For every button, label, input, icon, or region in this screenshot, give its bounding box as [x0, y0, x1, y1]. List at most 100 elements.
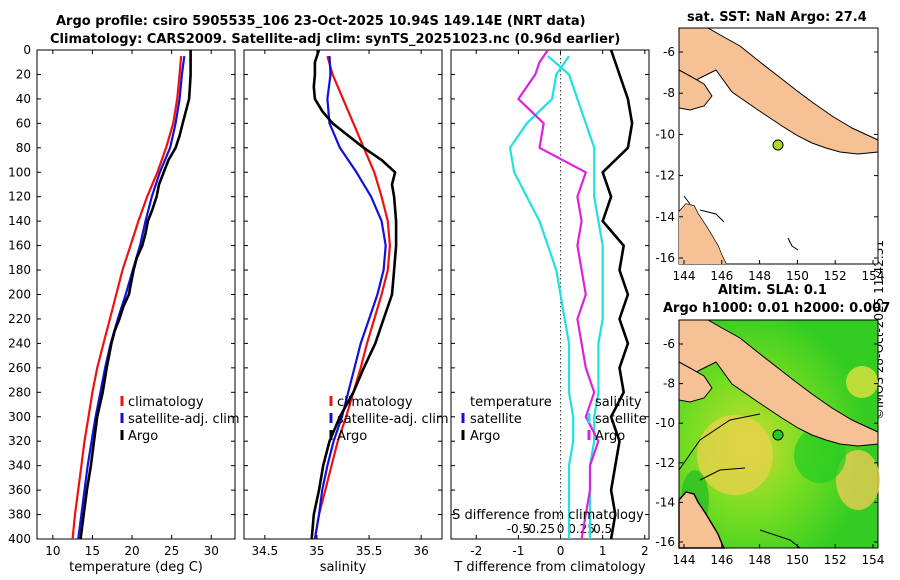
- x-tick-label: 1: [599, 544, 607, 558]
- sst-map-title: sat. SST: NaN Argo: 27.4: [687, 10, 867, 25]
- series-line-t-satellite: [547, 55, 604, 539]
- sla-warm-patch: [697, 415, 773, 495]
- sla-map-subtitle: Argo h1000: 0.01 h2000: 0.007: [663, 301, 891, 316]
- s-tick-label: 0.25: [568, 522, 595, 536]
- depth-tick-label: 280: [8, 385, 31, 399]
- lon-tick-label: 150: [786, 269, 809, 283]
- depth-tick-label: 380: [8, 508, 31, 522]
- x-tick-label: 34.5: [251, 544, 278, 558]
- lat-tick-label: -8: [663, 86, 675, 100]
- legend-label: Argo: [595, 429, 625, 444]
- lon-tick-label: 150: [786, 553, 809, 567]
- x-tick-label: 30: [204, 544, 219, 558]
- lat-tick-label: -10: [655, 416, 675, 430]
- series-line-satellite: [77, 55, 186, 540]
- sla-map: 144 146 148 150 152 154 -6 -8 -10 -12 -14 -16: [655, 319, 885, 567]
- sdiff-label: S difference from climatology: [452, 508, 644, 523]
- sst-land-png-2: [678, 69, 713, 111]
- depth-tick-label: 100: [8, 165, 31, 179]
- lat-tick-label: -12: [655, 169, 675, 183]
- series-line-s-argo: [517, 49, 600, 540]
- x-tick-label: 35: [309, 544, 324, 558]
- legend-label: temperature: [470, 395, 552, 410]
- series-line-t-argo: [601, 49, 634, 540]
- sla-warm-patch-3: [846, 366, 878, 398]
- depth-tick-label: 320: [8, 434, 31, 448]
- legend-label: salinity: [595, 395, 642, 410]
- lon-tick-label: 152: [824, 553, 847, 567]
- sst-land-australia: [679, 204, 726, 264]
- legend-label: Argo: [470, 429, 500, 444]
- sla-land-png-2: [678, 361, 713, 403]
- depth-tick-label: 180: [8, 263, 31, 277]
- depth-tick-label: 200: [8, 288, 31, 302]
- x-tick-label: 15: [85, 544, 100, 558]
- lon-tick-label: 146: [710, 553, 733, 567]
- series-line-s-satellite: [508, 55, 575, 539]
- lat-tick-label: -6: [663, 337, 675, 351]
- sst-reef: [683, 195, 799, 251]
- sla-land-australia: [678, 491, 726, 549]
- lon-tick-label: 144: [673, 269, 696, 283]
- lat-tick-label: -16: [655, 251, 675, 265]
- salinity-xlabel: salinity: [320, 560, 367, 575]
- lat-tick-label: -10: [655, 127, 675, 141]
- depth-tick-label: 360: [8, 483, 31, 497]
- depth-tick-label: 60: [16, 116, 31, 130]
- lon-tick-label: 148: [748, 269, 771, 283]
- lon-tick-label: 154: [862, 269, 885, 283]
- lon-tick-label: 148: [748, 553, 771, 567]
- sla-map-title: Altim. SLA: 0.1: [718, 283, 827, 298]
- legend-label: climatology: [128, 395, 204, 410]
- x-tick-label: 25: [164, 544, 179, 558]
- sst-land-png: [678, 27, 879, 155]
- s-tick-label: -0.25: [524, 522, 555, 536]
- x-tick-label: -2: [470, 544, 482, 558]
- s-tick-label: 0: [557, 522, 565, 536]
- legend-label: Argo: [128, 429, 158, 444]
- x-tick-label: 0: [557, 544, 565, 558]
- s-tick-label: -0.5: [507, 522, 530, 536]
- sla-argo-marker: [772, 429, 784, 441]
- sla-warm-patch-2: [836, 450, 880, 510]
- temperature-panel-frame: [36, 49, 236, 540]
- series-line-satellite: [313, 56, 387, 540]
- depth-tick-label: 400: [8, 532, 31, 546]
- tdiff-xlabel: T difference from climatology: [453, 560, 646, 575]
- depth-tick-label: 40: [16, 92, 31, 106]
- lon-tick-label: 146: [710, 269, 733, 283]
- lon-tick-label: 152: [824, 269, 847, 283]
- title-line-1: Argo profile: csiro 5905535_106 23-Oct-2…: [56, 14, 586, 29]
- lat-tick-label: -12: [655, 456, 675, 470]
- temperature-xlabel: temperature (deg C): [69, 560, 203, 575]
- legend-label: satellite: [595, 412, 647, 427]
- x-tick-label: 10: [45, 544, 60, 558]
- lon-tick-label: 144: [673, 553, 696, 567]
- depth-tick-label: 300: [8, 410, 31, 424]
- sla-contour: [678, 413, 801, 549]
- sst-argo-marker: [772, 139, 784, 151]
- legend-label: satellite-adj. clim: [128, 412, 240, 427]
- depth-tick-label: 120: [8, 190, 31, 204]
- depth-tick-label: 340: [8, 459, 31, 473]
- series-line-argo: [310, 49, 398, 540]
- salinity-panel-frame: [243, 49, 443, 540]
- lat-tick-label: -16: [655, 535, 675, 549]
- s-tick-label: 0.5: [593, 522, 612, 536]
- depth-tick-label: 220: [8, 312, 31, 326]
- depth-tick-label: 160: [8, 239, 31, 253]
- x-tick-label: -1: [512, 544, 524, 558]
- depth-tick-label: 80: [16, 141, 31, 155]
- depth-tick-label: 240: [8, 336, 31, 350]
- x-tick-label: 35.5: [356, 544, 383, 558]
- sst-map: 144 146 148 150 152 154 -6 -8 -10 -12 -14 -16: [655, 27, 885, 283]
- lon-tick-label: 154: [862, 553, 885, 567]
- depth-tick-label: 20: [16, 67, 31, 81]
- legend-label: climatology: [337, 395, 413, 410]
- depth-tick-label: 0: [23, 43, 31, 57]
- lat-tick-label: -6: [663, 45, 675, 59]
- x-tick-label: 20: [124, 544, 139, 558]
- depth-tick-label: 140: [8, 214, 31, 228]
- x-tick-label: 2: [641, 544, 649, 558]
